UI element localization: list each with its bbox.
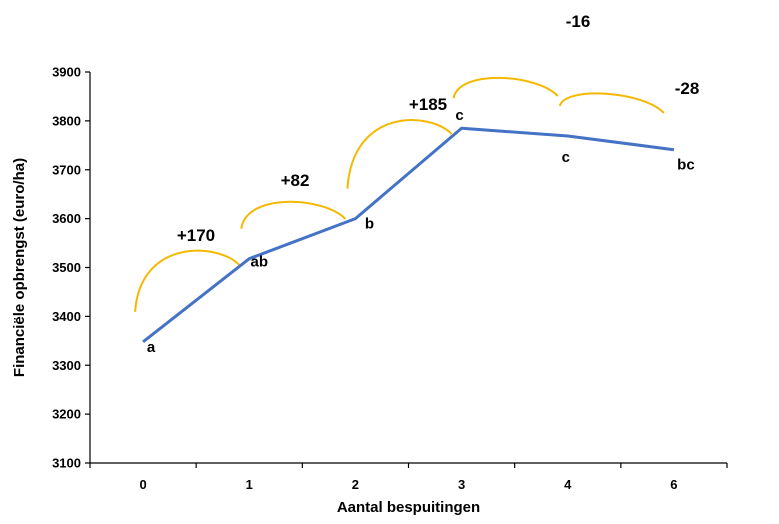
difference-label: +185 (409, 95, 447, 114)
point-label: c (562, 149, 570, 166)
y-tick-label: 3300 (52, 358, 81, 373)
y-tick-label: 3900 (52, 65, 81, 80)
x-tick-label: 0 (139, 477, 146, 492)
difference-arc (452, 76, 559, 99)
point-label: ab (250, 254, 268, 271)
difference-arcs (134, 76, 665, 312)
y-tick-label: 3600 (52, 211, 81, 226)
x-tick-label: 2 (352, 477, 359, 492)
point-label: a (147, 339, 156, 356)
point-label: b (365, 216, 374, 233)
y-axis-ticks: 3100 3200 3300 3400 3500 3600 3700 3800 3900 (52, 65, 90, 471)
y-tick-label: 3100 (52, 456, 81, 471)
point-label: bc (677, 157, 695, 174)
y-tick-label: 3800 (52, 113, 81, 128)
difference-label: +170 (177, 226, 215, 245)
y-tick-label: 3200 (52, 407, 81, 422)
difference-arc (240, 200, 347, 229)
x-tick-label: 6 (670, 477, 677, 492)
y-tick-label: 3700 (52, 162, 81, 177)
difference-arc (346, 119, 453, 189)
difference-label: -16 (566, 12, 591, 31)
difference-labels: +170 +82 +185 -16 -28 (177, 12, 699, 245)
y-axis-title: Financiële opbrengst (euro/ha) (11, 158, 28, 377)
difference-arc (558, 92, 665, 114)
difference-label: -28 (675, 79, 700, 98)
y-tick-label: 3400 (52, 309, 81, 324)
x-axis-ticks: 0 1 2 3 4 6 (89, 463, 728, 492)
x-tick-label: 1 (246, 477, 253, 492)
difference-arc (134, 249, 240, 312)
x-tick-label: 3 (458, 477, 465, 492)
x-tick-label: 4 (564, 477, 572, 492)
x-axis-title: Aantal bespuitingen (337, 499, 480, 516)
difference-label: +82 (281, 171, 310, 190)
y-tick-label: 3500 (52, 260, 81, 275)
series-line (142, 126, 675, 343)
point-label: c (455, 107, 463, 124)
